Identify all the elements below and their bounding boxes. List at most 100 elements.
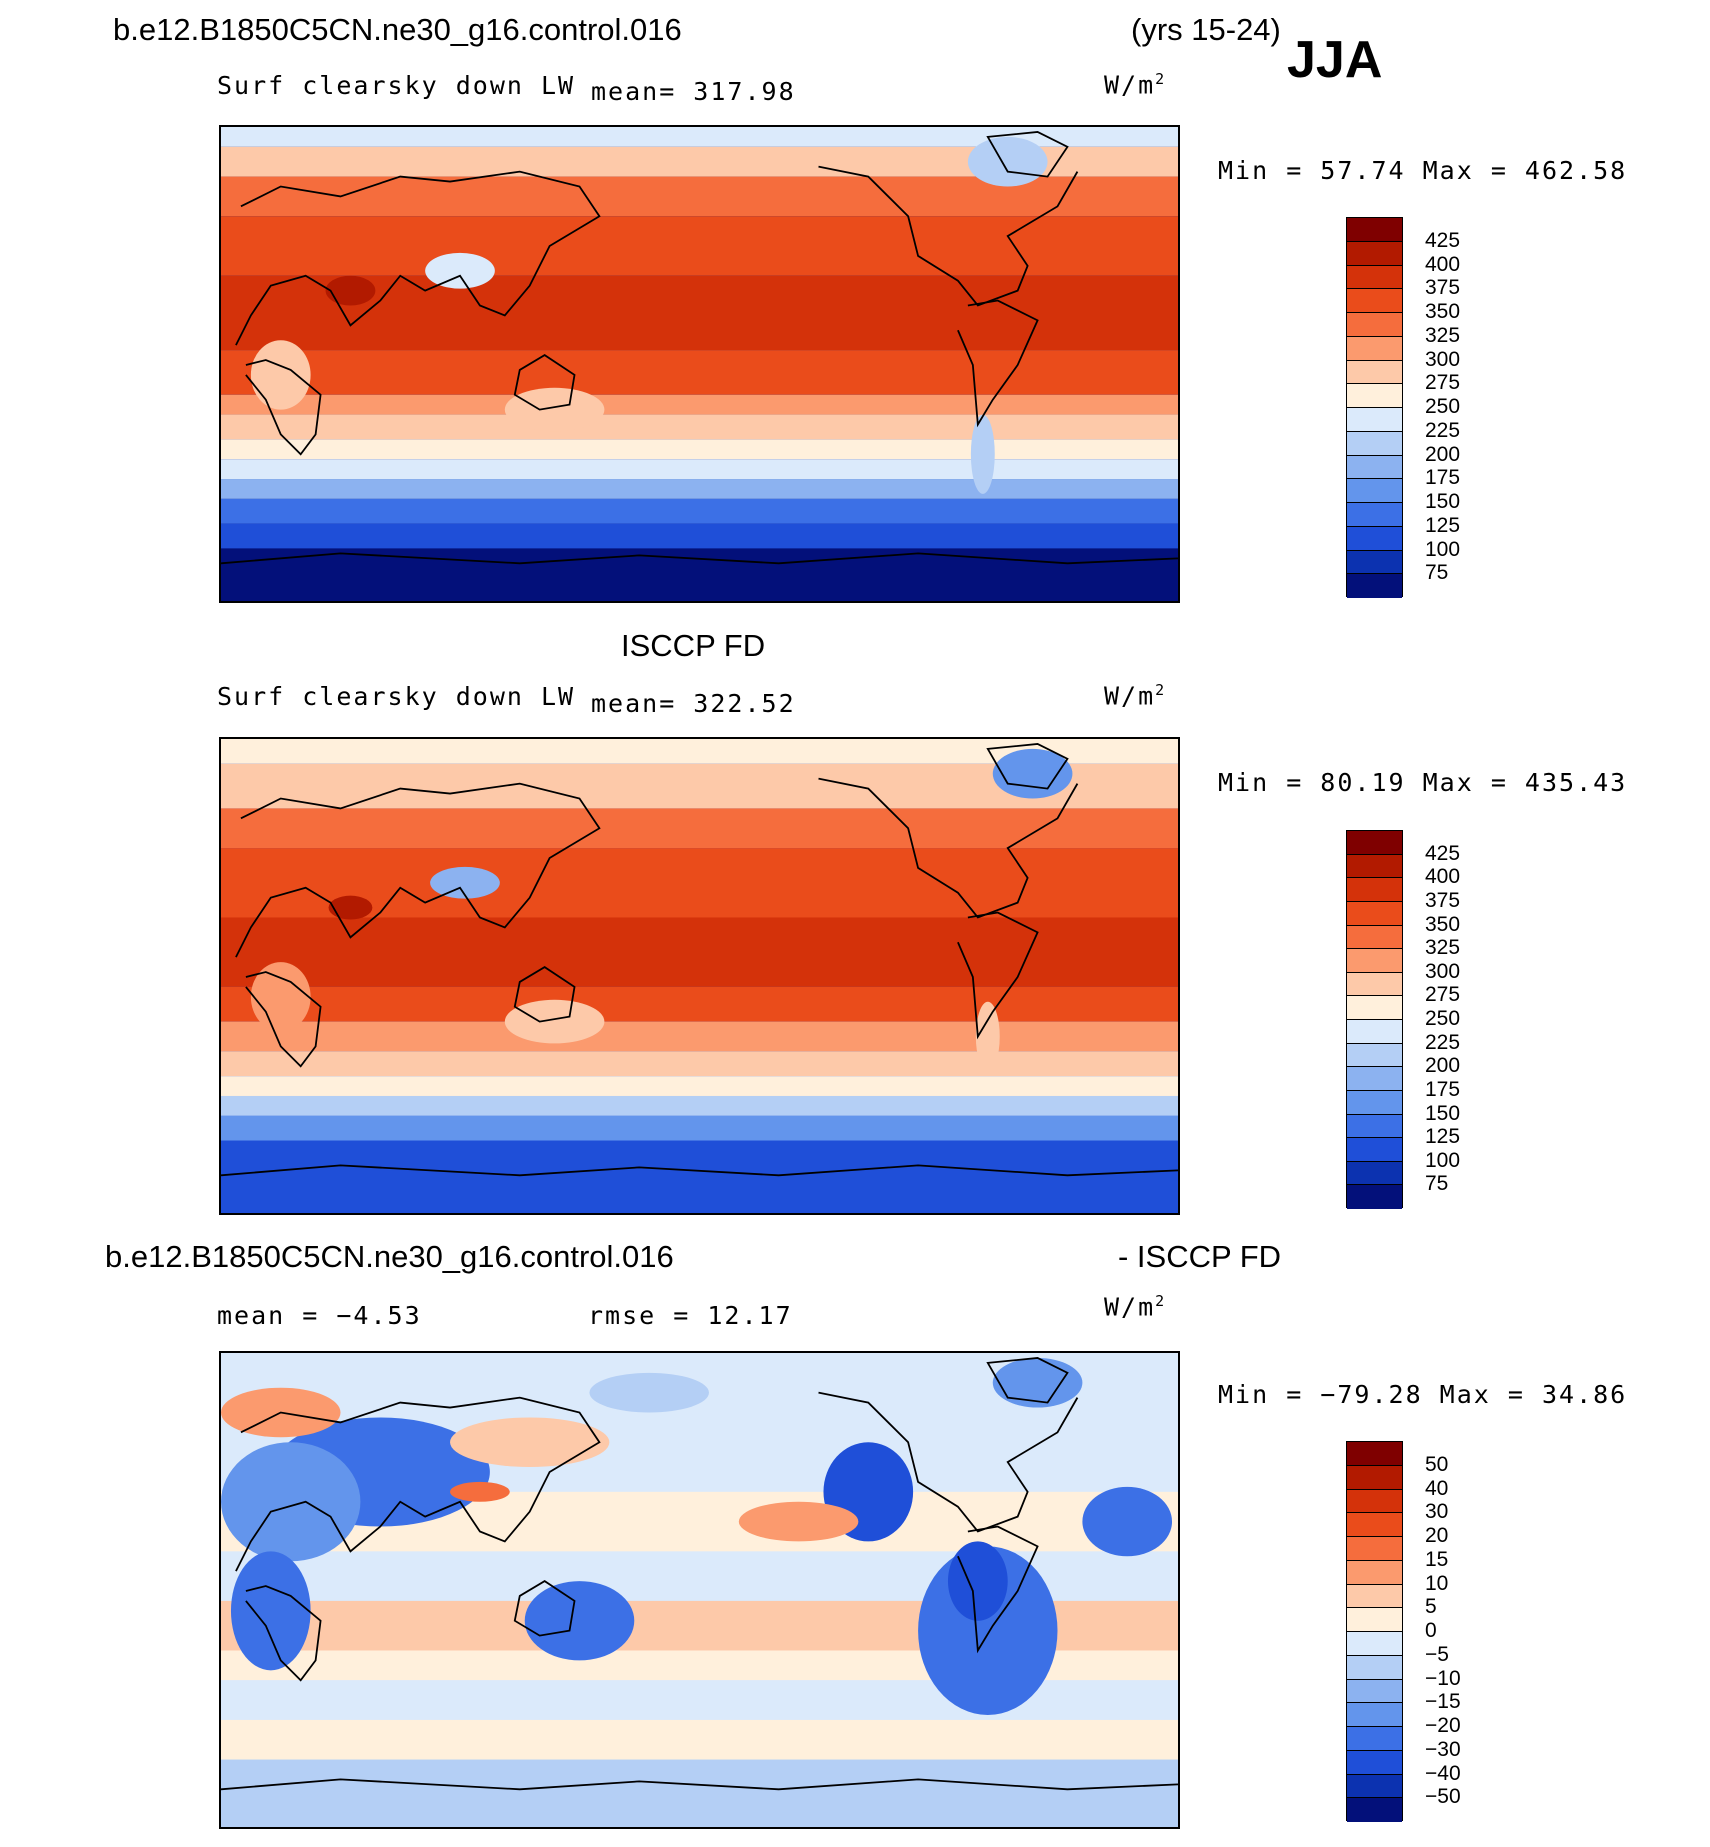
- colorbar-swatch: [1347, 901, 1402, 926]
- colorbar-tick-label: 400: [1425, 252, 1461, 276]
- colorbar-tick-label: 275: [1425, 371, 1461, 395]
- colorbar-swatch: [1347, 1185, 1402, 1209]
- colorbar-swatch: [1347, 1090, 1402, 1115]
- panel1-map: [219, 125, 1180, 603]
- colorbar-tick-label: 175: [1425, 1077, 1461, 1101]
- colorbar-tick-label: 425: [1425, 228, 1461, 252]
- colorbar-swatch: [1347, 265, 1402, 290]
- colorbar-tick-label: 325: [1425, 936, 1461, 960]
- colorbar-tick-label: 350: [1425, 912, 1461, 936]
- panel2-mean: mean= 322.52: [591, 689, 796, 718]
- colorbar-tick-label: 350: [1425, 300, 1461, 323]
- colorbar-swatch: [1347, 831, 1402, 855]
- panel3-mean: mean = −4.53: [217, 1301, 422, 1330]
- colorbar-tick-label: 325: [1425, 323, 1461, 347]
- panel1-field: [221, 127, 1178, 601]
- colorbar-swatch: [1347, 479, 1402, 503]
- colorbar-swatch: [1347, 1750, 1402, 1775]
- colorbar-tick-label: 250: [1425, 1007, 1461, 1030]
- colorbar-swatch: [1347, 1537, 1402, 1561]
- panel3-rmse: rmse = 12.17: [588, 1301, 793, 1330]
- colorbar-swatch: [1347, 1632, 1402, 1656]
- panel3-title-left: b.e12.B1850C5CN.ne30_g16.control.016: [105, 1239, 674, 1274]
- colorbar-swatch: [1347, 313, 1402, 337]
- panel2-map: [219, 737, 1180, 1215]
- panel1-minmax: Min = 57.74 Max = 462.58: [1218, 156, 1628, 185]
- panel3-units: W/m2: [1104, 1292, 1167, 1322]
- colorbar-tick-label: −30: [1425, 1737, 1461, 1761]
- colorbar-tick-label: 15: [1425, 1547, 1449, 1571]
- colorbar-tick-label: 200: [1425, 442, 1461, 466]
- colorbar-swatch: [1347, 1020, 1402, 1044]
- colorbar-tick-label: 100: [1425, 1148, 1461, 1172]
- colorbar-tick-label: 75: [1425, 1172, 1449, 1196]
- colorbar-tick-label: 5: [1425, 1595, 1437, 1619]
- colorbar-tick-label: 225: [1425, 1030, 1461, 1054]
- panel2-title: ISCCP FD: [621, 628, 766, 663]
- colorbar-swatch: [1347, 241, 1402, 266]
- colorbar-swatch: [1347, 1560, 1402, 1585]
- colorbar-swatch: [1347, 878, 1402, 902]
- colorbar-swatch: [1347, 996, 1402, 1020]
- colorbar-swatch: [1347, 854, 1402, 879]
- colorbar-swatch: [1347, 408, 1402, 432]
- colorbar-tick-label: 250: [1425, 395, 1461, 418]
- colorbar-tick-label: −5: [1425, 1642, 1449, 1666]
- colorbar-tick-label: 425: [1425, 841, 1461, 865]
- colorbar-swatch: [1347, 289, 1402, 313]
- colorbar-tick-label: 175: [1425, 466, 1461, 490]
- colorbar-tick-label: 100: [1425, 537, 1461, 561]
- colorbar-swatch: [1347, 1114, 1402, 1139]
- colorbar-swatch: [1347, 1727, 1402, 1751]
- panel3-title-right: - ISCCP FD: [1118, 1239, 1282, 1274]
- colorbar-swatch: [1347, 1442, 1402, 1466]
- panel3-field: [221, 1353, 1178, 1827]
- colorbar-swatch: [1347, 1798, 1402, 1822]
- colorbar-tick-label: 275: [1425, 983, 1461, 1007]
- colorbar-swatch: [1347, 1774, 1402, 1799]
- colorbar-swatch: [1347, 550, 1402, 575]
- colorbar-swatch: [1347, 1161, 1402, 1186]
- colorbar-tick-label: −15: [1425, 1690, 1461, 1714]
- colorbar-swatch: [1347, 336, 1402, 361]
- panel2-field: [221, 739, 1178, 1213]
- colorbar-tick-label: 0: [1425, 1619, 1437, 1642]
- panel3-colorbar: [1346, 1441, 1403, 1822]
- years-label: (yrs 15-24): [1131, 12, 1281, 47]
- panel1-mean: mean= 317.98: [591, 77, 796, 106]
- colorbar-tick-label: 150: [1425, 490, 1461, 513]
- colorbar-swatch: [1347, 574, 1402, 598]
- colorbar-swatch: [1347, 384, 1402, 408]
- colorbar-tick-label: 150: [1425, 1101, 1461, 1125]
- panel3-minmax: Min = −79.28 Max = 34.86: [1218, 1380, 1628, 1409]
- colorbar-swatch: [1347, 1138, 1402, 1162]
- colorbar-tick-label: 300: [1425, 347, 1461, 371]
- colorbar-tick-label: −20: [1425, 1714, 1461, 1737]
- colorbar-swatch: [1347, 949, 1402, 973]
- colorbar-swatch: [1347, 526, 1402, 551]
- season-label: JJA: [1287, 31, 1383, 89]
- colorbar-tick-label: 200: [1425, 1054, 1461, 1078]
- colorbar-swatch: [1347, 925, 1402, 950]
- colorbar-swatch: [1347, 1703, 1402, 1727]
- colorbar-swatch: [1347, 431, 1402, 456]
- colorbar-swatch: [1347, 218, 1402, 242]
- colorbar-swatch: [1347, 1067, 1402, 1091]
- colorbar-tick-label: 225: [1425, 418, 1461, 442]
- colorbar-tick-label: 125: [1425, 1125, 1461, 1149]
- colorbar-tick-label: 20: [1425, 1524, 1449, 1547]
- colorbar-swatch: [1347, 1584, 1402, 1609]
- colorbar-tick-label: −10: [1425, 1666, 1461, 1690]
- colorbar-tick-label: 375: [1425, 888, 1461, 912]
- panel3-map: [219, 1351, 1180, 1829]
- colorbar-swatch: [1347, 1608, 1402, 1632]
- panel2-units: W/m2: [1104, 681, 1167, 711]
- panel1-colorbar: [1346, 217, 1403, 598]
- colorbar-swatch: [1347, 455, 1402, 480]
- colorbar-tick-label: 125: [1425, 513, 1461, 537]
- panel1-variable: Surf clearsky down LW: [217, 71, 576, 100]
- colorbar-swatch: [1347, 503, 1402, 527]
- panel2-colorbar: [1346, 830, 1403, 1209]
- colorbar-tick-label: 40: [1425, 1476, 1449, 1500]
- colorbar-swatch: [1347, 360, 1402, 385]
